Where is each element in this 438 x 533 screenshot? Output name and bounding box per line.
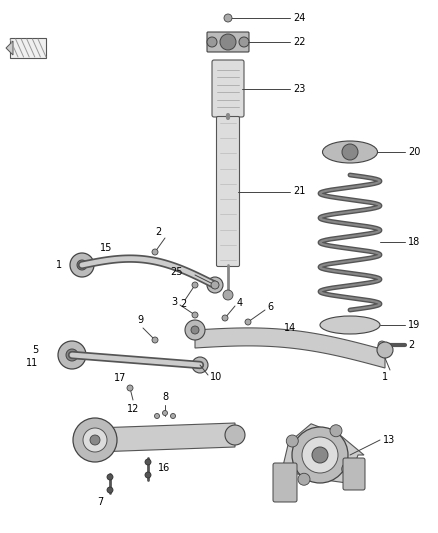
Circle shape <box>191 326 199 334</box>
FancyBboxPatch shape <box>212 60 244 117</box>
Circle shape <box>330 425 342 437</box>
Circle shape <box>170 414 176 418</box>
Ellipse shape <box>212 333 237 343</box>
Circle shape <box>77 260 87 270</box>
Circle shape <box>107 474 113 480</box>
Text: 23: 23 <box>293 84 305 93</box>
Text: 1: 1 <box>56 260 62 270</box>
Text: 22: 22 <box>293 37 305 47</box>
Text: 2: 2 <box>408 340 414 350</box>
Circle shape <box>127 385 133 391</box>
Circle shape <box>224 14 232 22</box>
Circle shape <box>207 277 223 293</box>
Circle shape <box>342 144 358 160</box>
FancyBboxPatch shape <box>207 32 249 52</box>
Circle shape <box>73 418 117 462</box>
Circle shape <box>286 435 298 447</box>
Polygon shape <box>6 41 13 55</box>
Circle shape <box>185 320 205 340</box>
Ellipse shape <box>322 141 378 163</box>
Text: 6: 6 <box>267 302 273 312</box>
Text: 9: 9 <box>137 315 143 325</box>
Text: 15: 15 <box>100 243 113 253</box>
Circle shape <box>192 312 198 318</box>
Text: 14: 14 <box>284 323 296 333</box>
Circle shape <box>222 315 228 321</box>
Circle shape <box>298 473 310 485</box>
Circle shape <box>239 37 249 47</box>
Circle shape <box>245 319 251 325</box>
Circle shape <box>292 427 348 483</box>
Ellipse shape <box>332 346 357 356</box>
Circle shape <box>90 435 100 445</box>
Text: 3: 3 <box>171 297 177 307</box>
Text: 17: 17 <box>114 373 126 383</box>
Text: 5: 5 <box>32 345 38 355</box>
Text: 12: 12 <box>127 404 139 414</box>
Polygon shape <box>282 424 364 483</box>
Circle shape <box>155 414 159 418</box>
Circle shape <box>70 253 94 277</box>
Circle shape <box>107 487 113 493</box>
FancyBboxPatch shape <box>216 117 240 266</box>
Text: 2: 2 <box>180 299 186 309</box>
Text: 1: 1 <box>382 372 388 382</box>
Circle shape <box>342 463 354 475</box>
Circle shape <box>312 447 328 463</box>
Polygon shape <box>95 423 235 452</box>
Circle shape <box>66 349 78 361</box>
Text: 19: 19 <box>408 320 420 330</box>
Circle shape <box>211 281 219 289</box>
Circle shape <box>192 357 208 373</box>
Ellipse shape <box>320 316 380 334</box>
Text: 4: 4 <box>237 298 243 308</box>
Text: 21: 21 <box>293 187 305 197</box>
Text: 10: 10 <box>210 372 222 382</box>
Text: 13: 13 <box>383 435 395 445</box>
Circle shape <box>83 428 107 452</box>
Circle shape <box>145 459 151 465</box>
Circle shape <box>152 249 158 255</box>
Text: 24: 24 <box>293 13 305 23</box>
Polygon shape <box>195 328 385 368</box>
Text: 11: 11 <box>26 358 38 368</box>
Text: 16: 16 <box>158 463 170 473</box>
Circle shape <box>378 341 386 349</box>
Circle shape <box>145 472 151 478</box>
Circle shape <box>207 37 217 47</box>
Text: 18: 18 <box>408 237 420 247</box>
Circle shape <box>162 410 167 416</box>
FancyBboxPatch shape <box>273 463 297 502</box>
Text: 25: 25 <box>170 267 183 277</box>
Text: 8: 8 <box>162 392 168 402</box>
Circle shape <box>225 425 245 445</box>
Circle shape <box>377 342 393 358</box>
Circle shape <box>220 34 236 50</box>
Text: 2: 2 <box>155 227 161 237</box>
Circle shape <box>58 341 86 369</box>
Text: 20: 20 <box>408 147 420 157</box>
Circle shape <box>223 290 233 300</box>
FancyBboxPatch shape <box>343 458 365 490</box>
Polygon shape <box>10 38 46 58</box>
Circle shape <box>302 437 338 473</box>
Circle shape <box>192 282 198 288</box>
Text: 7: 7 <box>97 497 103 507</box>
Circle shape <box>152 337 158 343</box>
